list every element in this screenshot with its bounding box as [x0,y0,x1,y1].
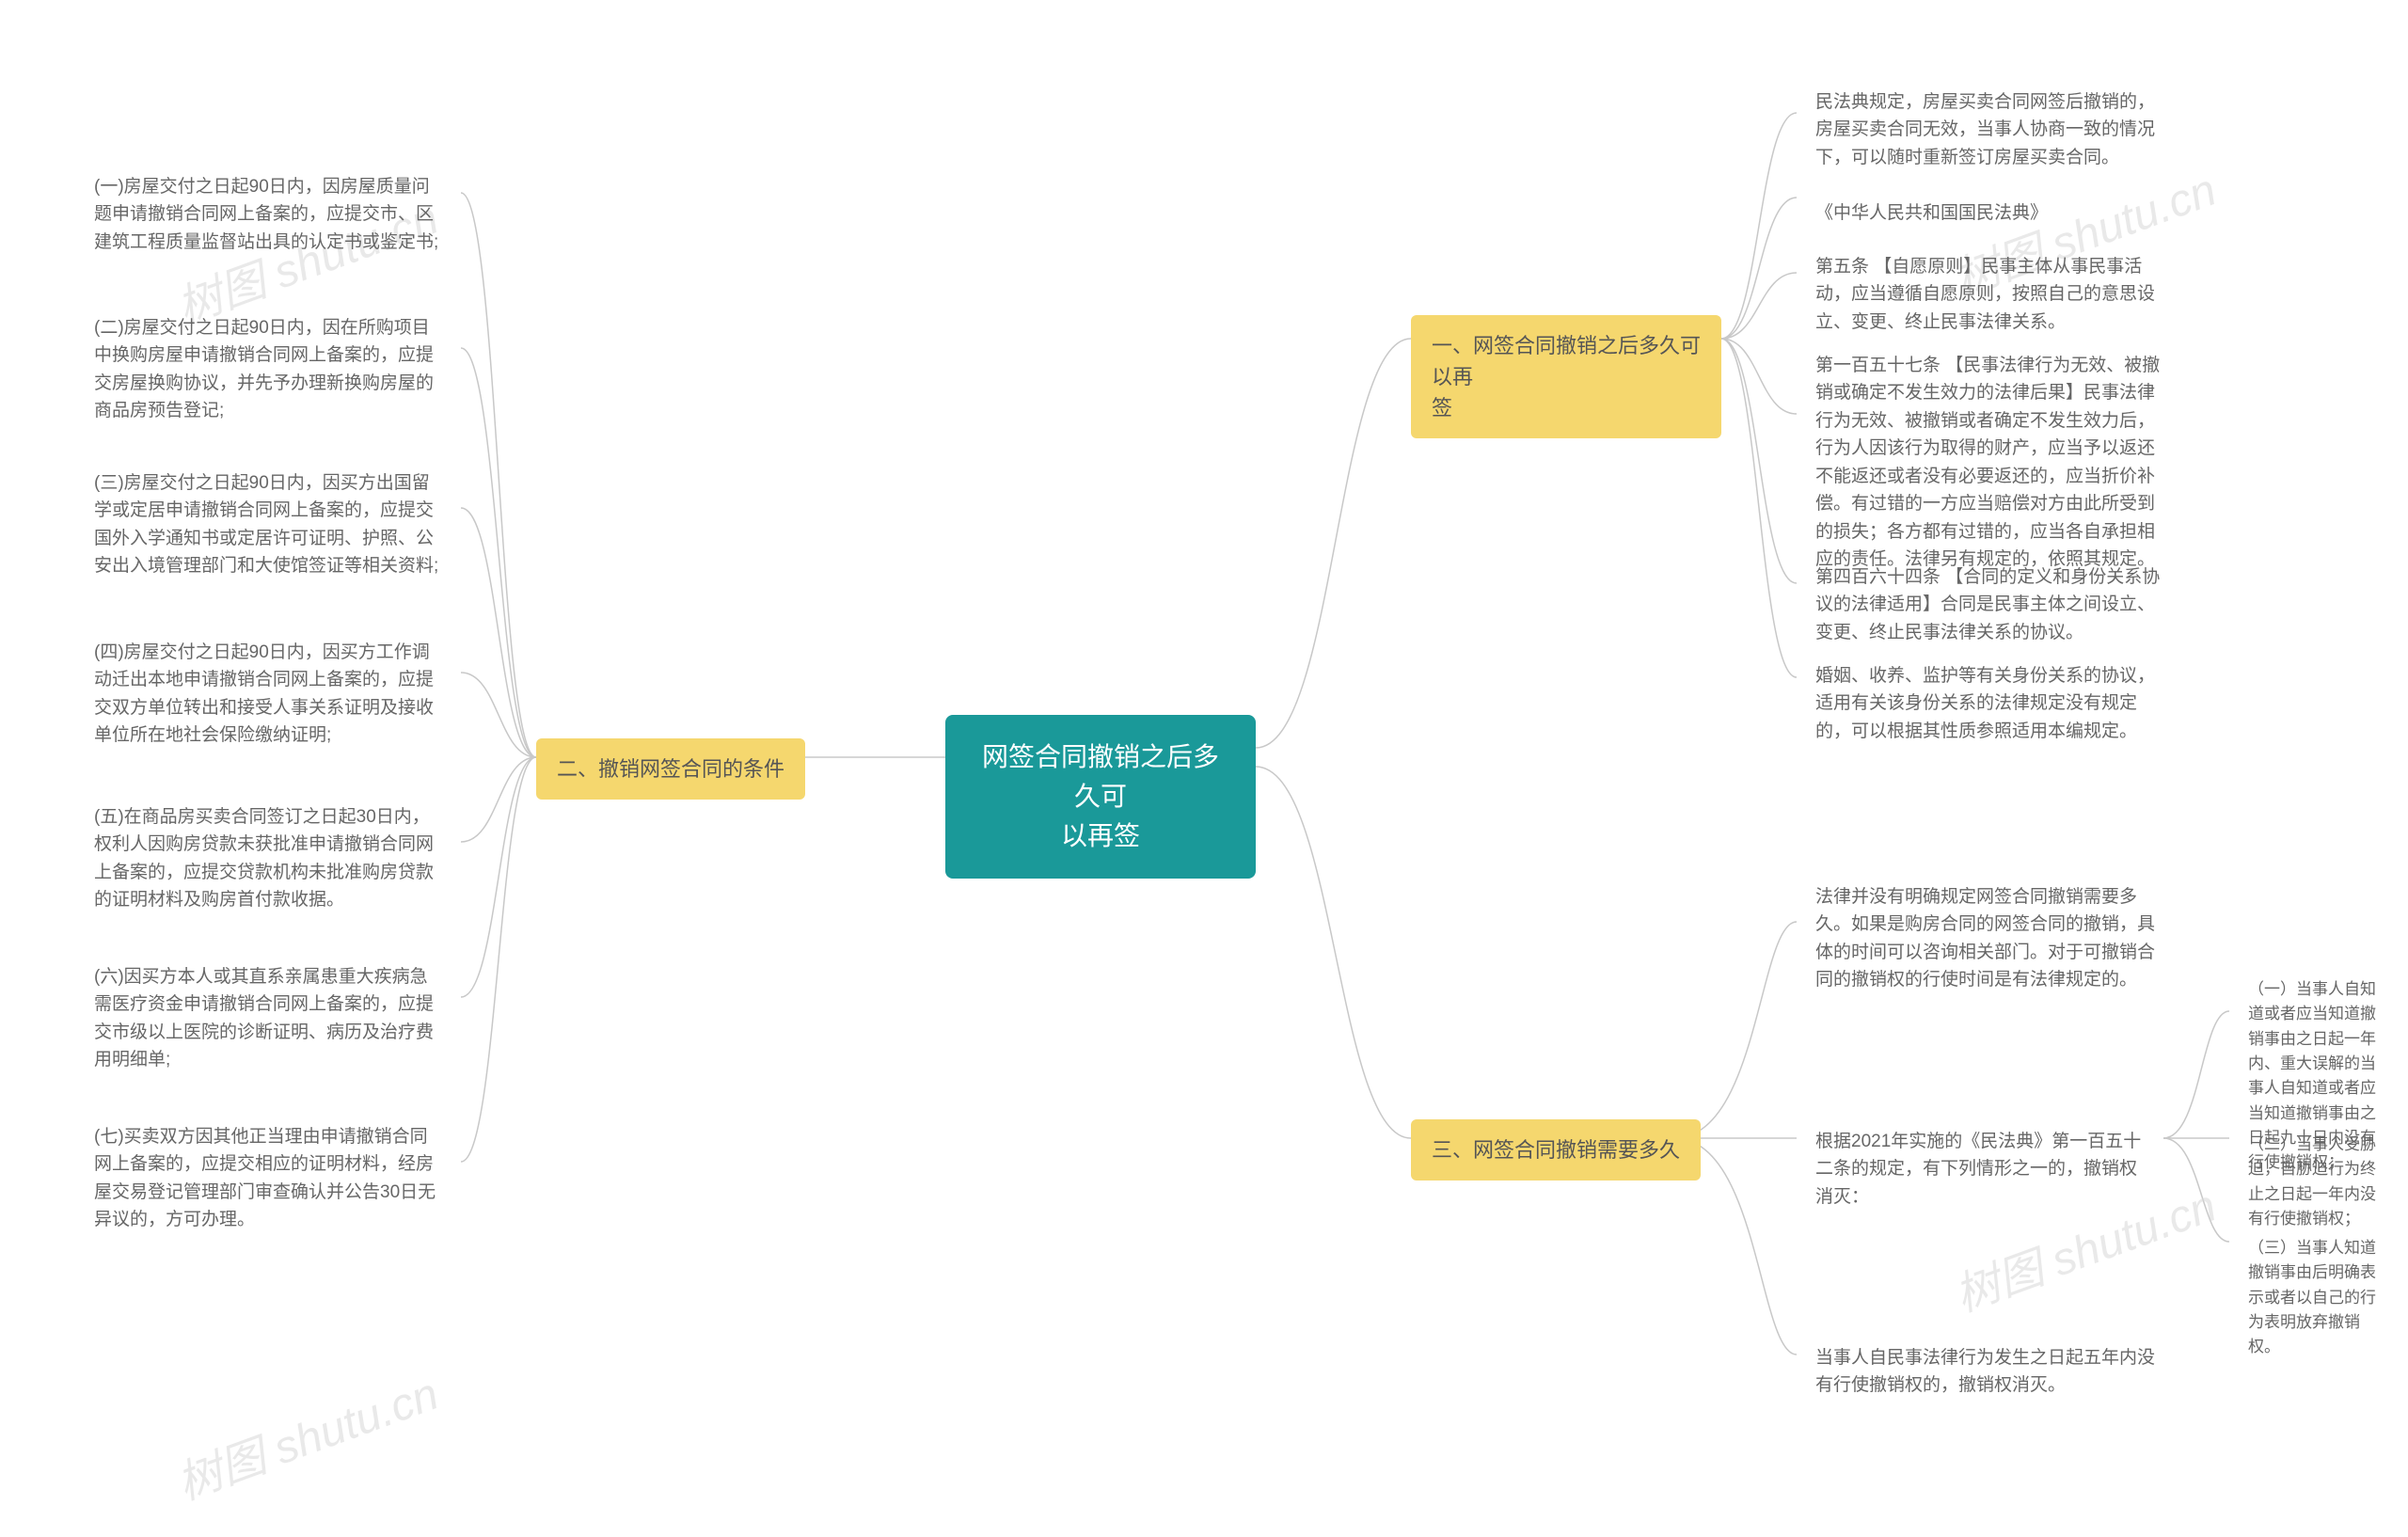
branch3-leaf-0: 法律并没有明确规定网签合同撤销需要多久。如果是购房合同的网签合同的撤销，具体的时… [1797,870,2182,1007]
branch-2[interactable]: 二、撤销网签合同的条件 [536,738,805,800]
branch-3[interactable]: 三、网签合同撤销需要多久 [1411,1119,1701,1180]
branch1-leaf-0: 民法典规定，房屋买卖合同网签后撤销的，房屋买卖合同无效，当事人协商一致的情况下，… [1797,75,2182,184]
branch-2-label: 二、撤销网签合同的条件 [557,757,784,781]
branch1-leaf-1: 《中华人民共和国国民法典》 [1797,186,2067,240]
center-node[interactable]: 网签合同撤销之后多久可 以再签 [945,715,1256,879]
branch2-leaf-3: (四)房屋交付之日起90日内，因买方工作调动迁出本地申请撤销合同网上备案的，应提… [75,626,461,763]
branch1-leaf-5: 婚姻、收养、监护等有关身份关系的协议，适用有关该身份关系的法律规定没有规定的，可… [1797,649,2182,758]
center-title-l1: 网签合同撤销之后多久可 [982,742,1219,811]
branch2-leaf-2: (三)房屋交付之日起90日内，因买方出国留学或定居申请撤销合同网上备案的，应提交… [75,456,461,594]
branch1-leaf-4: 第四百六十四条 【合同的定义和身份关系协议的法律适用】合同是民事主体之间设立、变… [1797,550,2182,659]
branch-1-label-l1: 一、网签合同撤销之后多久可以再 [1432,334,1701,388]
branch-1-label-l2: 签 [1432,396,1452,420]
branch1-leaf-3: 第一百五十七条 【民事法律行为无效、被撤销或确定不发生效力的法律后果】民事法律行… [1797,339,2182,587]
branch1-leaf-2: 第五条 【自愿原则】民事主体从事民事活动，应当遵循自愿原则，按照自己的意思设立、… [1797,240,2182,349]
branch3-sub-2: （三）当事人知道撤销事由后明确表示或者以自己的行为表明放弃撤销权。 [2229,1223,2399,1373]
branch2-leaf-6: (七)买卖双方因其他正当理由申请撤销合同网上备案的，应提交相应的证明材料，经房屋… [75,1110,461,1247]
branch-3-label: 三、网签合同撤销需要多久 [1432,1138,1680,1162]
branch2-leaf-5: (六)因买方本人或其直系亲属患重大疾病急需医疗资金申请撤销合同网上备案的，应提交… [75,950,461,1087]
branch-1[interactable]: 一、网签合同撤销之后多久可以再 签 [1411,315,1721,438]
branch2-leaf-1: (二)房屋交付之日起90日内，因在所购项目中换购房屋申请撤销合同网上备案的，应提… [75,301,461,438]
branch2-leaf-4: (五)在商品房买卖合同签订之日起30日内，权利人因购房贷款未获批准申请撤销合同网… [75,790,461,927]
watermark: 树图 shutu.cn [166,1356,446,1512]
branch2-leaf-0: (一)房屋交付之日起90日内，因房屋质量问题申请撤销合同网上备案的，应提交市、区… [75,160,461,269]
center-title-l2: 以再签 [1061,821,1140,850]
branch3-leaf-1: 根据2021年实施的《民法典》第一百五十二条的规定，有下列情形之一的，撤销权消灭… [1797,1115,2163,1224]
branch3-leaf-2: 当事人自民事法律行为发生之日起五年内没有行使撤销权的，撤销权消灭。 [1797,1331,2182,1413]
